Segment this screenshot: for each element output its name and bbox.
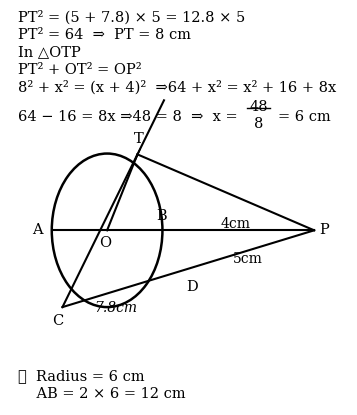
Text: 5cm: 5cm xyxy=(233,251,263,266)
Text: In △OTP: In △OTP xyxy=(18,45,81,59)
Text: 8: 8 xyxy=(254,117,263,131)
Text: D: D xyxy=(186,280,198,294)
Text: PT² = 64  ⇒  PT = 8 cm: PT² = 64 ⇒ PT = 8 cm xyxy=(18,28,191,42)
Text: C: C xyxy=(52,314,64,328)
Text: 7.8cm: 7.8cm xyxy=(95,301,137,315)
Text: A: A xyxy=(32,223,43,237)
Text: 8² + x² = (x + 4)²  ⇒64 + x² = x² + 16 + 8x: 8² + x² = (x + 4)² ⇒64 + x² = x² + 16 + … xyxy=(18,80,336,95)
Text: 4cm: 4cm xyxy=(221,217,251,231)
Text: 64 − 16 = 8x ⇒48 = 8  ⇒  x =: 64 − 16 = 8x ⇒48 = 8 ⇒ x = xyxy=(18,110,237,124)
Text: ∴  Radius = 6 cm: ∴ Radius = 6 cm xyxy=(18,369,145,383)
Text: O: O xyxy=(99,236,111,250)
Text: PT² = (5 + 7.8) × 5 = 12.8 × 5: PT² = (5 + 7.8) × 5 = 12.8 × 5 xyxy=(18,10,245,25)
Text: = 6 cm: = 6 cm xyxy=(278,110,331,124)
Text: AB = 2 × 6 = 12 cm: AB = 2 × 6 = 12 cm xyxy=(18,387,186,401)
Text: P: P xyxy=(320,223,329,237)
Text: T: T xyxy=(134,132,144,146)
Text: B: B xyxy=(156,209,167,223)
Text: PT² + OT² = OP²: PT² + OT² = OP² xyxy=(18,63,141,77)
Text: 48: 48 xyxy=(250,100,268,114)
